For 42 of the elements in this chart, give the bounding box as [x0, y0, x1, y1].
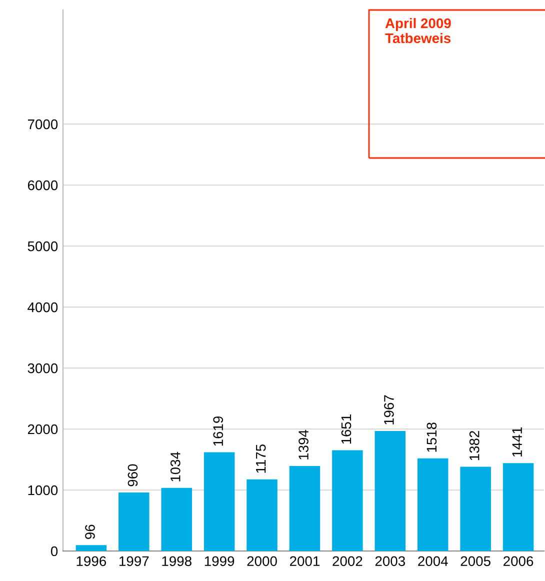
bar	[332, 450, 363, 551]
data-label: 1518	[426, 422, 437, 452]
x-tick-label: 2002	[332, 556, 362, 566]
x-tick-label: 1998	[162, 556, 192, 566]
bar	[374, 431, 406, 551]
bar	[204, 452, 235, 551]
x-tick-label: 1996	[76, 556, 106, 566]
data-label: 1619	[213, 416, 224, 446]
bar	[502, 463, 534, 551]
bar	[161, 488, 192, 551]
data-label: 960	[128, 464, 138, 486]
data-label: 1382	[469, 430, 480, 460]
annotation: April 2009 Tatbeweis	[385, 18, 451, 44]
data-label: 1034	[170, 452, 180, 482]
data-label: 1175	[256, 444, 266, 473]
y-tick-label: 7000	[28, 119, 58, 130]
y-tick-label: 6000	[28, 180, 58, 190]
x-tick-label: 1999	[204, 556, 234, 566]
x-tick-label: 2005	[460, 556, 490, 566]
x-tick-label: 2000	[247, 556, 277, 566]
x-tick-label: 2003	[375, 556, 405, 566]
y-tick-label: 0	[50, 546, 58, 556]
x-tick-label: 2004	[418, 556, 448, 566]
data-label: 1394	[298, 430, 308, 460]
y-tick-label: 4000	[28, 302, 58, 312]
bar	[417, 458, 448, 551]
x-tick-label: 1997	[120, 556, 149, 566]
y-tick-label: 5000	[28, 241, 58, 252]
y-tick-label: 1000	[28, 485, 58, 496]
bar	[289, 466, 320, 551]
bar	[460, 466, 491, 551]
x-tick-label: 2006	[504, 556, 534, 566]
bar	[118, 492, 150, 551]
bar	[246, 479, 278, 551]
y-tick-label: 3000	[28, 363, 58, 374]
x-tick-label: 2001	[290, 556, 320, 566]
data-label: 96	[85, 524, 95, 539]
bar	[76, 545, 107, 551]
data-label: 1967	[384, 395, 394, 424]
y-tick-label: 2000	[28, 424, 58, 434]
data-label: 1651	[341, 414, 352, 444]
data-label: 1441	[512, 427, 522, 456]
